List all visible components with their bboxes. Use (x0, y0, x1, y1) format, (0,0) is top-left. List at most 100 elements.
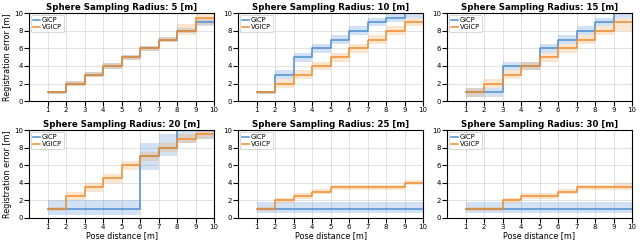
VGICP (271, 82, 279, 85)
GICP (211, 129, 218, 132)
GICP (192, 129, 200, 132)
VGICP (536, 194, 543, 197)
VGICP (99, 64, 107, 67)
VGICP (345, 47, 353, 50)
GICP (573, 38, 580, 41)
VGICP (155, 38, 163, 41)
VGICP (271, 199, 279, 202)
VGICP (44, 208, 51, 211)
VGICP (290, 82, 298, 85)
GICP (290, 56, 298, 59)
X-axis label: Pose distance [m]: Pose distance [m] (294, 232, 367, 241)
GICP (591, 29, 599, 32)
VGICP (327, 64, 335, 67)
VGICP (461, 208, 469, 211)
GICP (308, 56, 316, 59)
VGICP (290, 199, 298, 202)
GICP (155, 38, 163, 41)
VGICP (573, 47, 580, 50)
GICP (536, 47, 543, 50)
GICP (118, 56, 125, 59)
Line: VGICP: VGICP (47, 18, 214, 92)
GICP (81, 73, 88, 76)
GICP (536, 64, 543, 67)
VGICP (118, 56, 125, 59)
GICP (136, 47, 144, 50)
VGICP (401, 181, 408, 184)
VGICP (81, 82, 88, 85)
VGICP (554, 56, 562, 59)
VGICP (81, 194, 88, 197)
Line: GICP: GICP (47, 22, 214, 92)
VGICP (364, 47, 371, 50)
VGICP (382, 29, 390, 32)
VGICP (173, 29, 181, 32)
Legend: GICP, VGICP: GICP, VGICP (240, 132, 273, 149)
VGICP (364, 186, 371, 189)
GICP (136, 56, 144, 59)
VGICP (382, 186, 390, 189)
VGICP (271, 208, 279, 211)
GICP (628, 12, 636, 15)
VGICP (173, 137, 181, 140)
X-axis label: Pose distance [m]: Pose distance [m] (86, 232, 157, 241)
VGICP (364, 186, 371, 189)
GICP (610, 12, 618, 15)
GICP (173, 38, 181, 41)
VGICP (461, 91, 469, 94)
Line: VGICP: VGICP (465, 22, 632, 92)
GICP (554, 47, 562, 50)
VGICP (628, 186, 636, 189)
VGICP (99, 73, 107, 76)
VGICP (345, 186, 353, 189)
VGICP (591, 29, 599, 32)
GICP (62, 91, 70, 94)
VGICP (610, 186, 618, 189)
VGICP (419, 20, 427, 23)
VGICP (99, 177, 107, 180)
VGICP (517, 199, 525, 202)
VGICP (382, 38, 390, 41)
VGICP (118, 164, 125, 167)
VGICP (62, 91, 70, 94)
Title: Sphere Sampling Radius: 20 [m]: Sphere Sampling Radius: 20 [m] (43, 120, 200, 129)
VGICP (308, 64, 316, 67)
VGICP (62, 194, 70, 197)
VGICP (327, 190, 335, 193)
GICP (155, 155, 163, 158)
Line: VGICP: VGICP (465, 187, 632, 209)
VGICP (517, 73, 525, 76)
VGICP (155, 155, 163, 158)
GICP (81, 82, 88, 85)
Legend: GICP, VGICP: GICP, VGICP (31, 132, 64, 149)
VGICP (554, 47, 562, 50)
GICP (136, 155, 144, 158)
GICP (499, 91, 506, 94)
VGICP (44, 91, 51, 94)
VGICP (480, 91, 488, 94)
VGICP (308, 73, 316, 76)
VGICP (499, 199, 506, 202)
VGICP (517, 64, 525, 67)
Line: GICP: GICP (465, 13, 632, 92)
VGICP (536, 64, 543, 67)
VGICP (327, 186, 335, 189)
VGICP (62, 208, 70, 211)
VGICP (499, 73, 506, 76)
GICP (192, 129, 200, 132)
GICP (62, 82, 70, 85)
VGICP (591, 38, 599, 41)
VGICP (81, 186, 88, 189)
GICP (401, 12, 408, 15)
VGICP (253, 208, 260, 211)
Line: GICP: GICP (47, 130, 214, 209)
GICP (155, 146, 163, 149)
VGICP (211, 16, 218, 19)
GICP (118, 64, 125, 67)
VGICP (290, 73, 298, 76)
VGICP (192, 16, 200, 19)
GICP (99, 64, 107, 67)
VGICP (610, 29, 618, 32)
VGICP (192, 133, 200, 136)
GICP (192, 20, 200, 23)
